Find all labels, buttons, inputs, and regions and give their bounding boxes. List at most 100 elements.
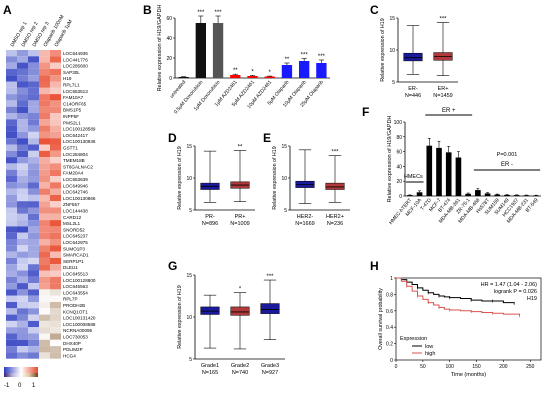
heatmap-cell: [17, 144, 28, 151]
heatmap-cell: [17, 157, 28, 164]
heatmap-cell: [6, 94, 17, 101]
heatmap-cell: [6, 68, 17, 76]
heatmap-cell: [50, 138, 61, 145]
heatmap-cell: [39, 276, 50, 284]
heatmap-cell: [17, 201, 28, 208]
y-tick-label: 0: [399, 194, 402, 200]
heatmap-cell: [17, 245, 28, 252]
heatmap-cell: [17, 106, 28, 113]
heatmap-cell: [28, 113, 39, 120]
heatmap-cell: [39, 188, 50, 195]
heatmap-cell: [17, 270, 28, 277]
heatmap-cell: [39, 169, 50, 176]
heatmap-gene-label: LOC644936: [63, 51, 88, 56]
heatmap-cell: [17, 352, 28, 359]
heatmap-gene-label: LOC284804: [63, 152, 88, 157]
heatmap-cell: [6, 119, 17, 126]
heatmap-cell: [39, 346, 50, 353]
heatmap-cell: [50, 144, 61, 151]
heatmap-cell: [39, 257, 50, 265]
heatmap-cell: [39, 113, 50, 120]
heatmap-cell: [39, 182, 50, 189]
heatmap-cell: [17, 131, 28, 139]
heatmap-cell: [39, 176, 50, 183]
group-label: PR-: [205, 214, 215, 220]
heatmap-cell: [28, 100, 39, 107]
heatmap-cell: [50, 270, 61, 277]
heatmap-cell: [39, 207, 50, 214]
heatmap-cell: [17, 226, 28, 233]
heatmap-gene-label: PDLIM2P: [63, 347, 83, 352]
heatmap-cell: [28, 68, 39, 76]
heatmap-cell: [17, 68, 28, 76]
heatmap-cell: [6, 75, 17, 82]
heatmap-cell: [6, 257, 17, 265]
heatmap-cell: [17, 62, 28, 69]
heatmap-cell: [50, 327, 61, 334]
bar: [178, 77, 189, 78]
heatmap-cell: [6, 62, 17, 69]
heatmap-cell: [17, 320, 28, 328]
heatmap-cell: [39, 194, 50, 202]
heatmap-cell: [17, 119, 28, 126]
bar: [230, 75, 241, 78]
bar: [504, 194, 510, 196]
heatmap-gene-label: FAM20A4: [63, 171, 84, 176]
color-legend-tick-0: 0: [18, 383, 22, 389]
group-label: ER-: [408, 86, 418, 92]
heatmap-cell: [17, 194, 28, 202]
heatmap-cell: [39, 131, 50, 139]
heatmap-cell: [17, 276, 28, 284]
heatmap-cell: [39, 314, 50, 321]
y-tick-label: 0: [390, 358, 393, 364]
bar: [465, 193, 471, 196]
heatmap-cell: [6, 201, 17, 208]
heatmap-cell: [39, 94, 50, 101]
bar: [523, 195, 530, 196]
heatmap-cell: [6, 50, 17, 57]
heatmap-gene-label: LOC100130936: [63, 139, 96, 144]
heatmap-cell: [17, 169, 28, 176]
heatmap-cell: [28, 150, 39, 158]
heatmap-cell: [6, 87, 17, 95]
heatmap-cell: [39, 251, 50, 258]
heatmap-cell: [50, 119, 61, 126]
heatmap-cell: [50, 87, 61, 95]
y-tick-label: 15: [281, 144, 287, 150]
er-neg-annotation: ER -: [501, 162, 513, 168]
y-tick-label: 15: [186, 144, 192, 150]
heatmap-cell: [50, 220, 61, 227]
heatmap-gene-label: LOC653639: [63, 177, 88, 182]
heatmap-cell: [17, 333, 28, 340]
heatmap-cell: [6, 56, 17, 63]
significance-label: ***: [301, 53, 309, 59]
group-n-label: N=236: [327, 221, 343, 227]
heatmap-cell: [6, 264, 17, 271]
legend-label: low: [425, 344, 433, 350]
heatmap-gene-label: RPL7L1: [63, 83, 80, 88]
box: [403, 52, 423, 62]
x-tick-label: 150: [472, 364, 481, 370]
bar: [484, 193, 491, 196]
km-annotation: logrank P = 0.026: [494, 289, 537, 295]
p-value-annotation: P=0.001: [497, 152, 518, 158]
y-tick-label: 0.6: [386, 309, 393, 315]
heatmap-cell: [39, 289, 50, 296]
heatmap-cell: [28, 81, 39, 88]
heatmap-gene-label: LOC100128800: [63, 278, 96, 283]
heatmap-cell: [39, 125, 50, 132]
heatmap-cell: [50, 188, 61, 195]
heatmap-cell: [17, 81, 28, 88]
heatmap-cell: [6, 169, 17, 176]
heatmap-cell: [50, 207, 61, 214]
heatmap-cell: [6, 194, 17, 202]
heatmap-cell: [28, 144, 39, 151]
heatmap-gene-label: LOC653513: [63, 89, 88, 94]
heatmap-cell: [50, 289, 61, 296]
y-tick-label: 10: [186, 176, 192, 182]
